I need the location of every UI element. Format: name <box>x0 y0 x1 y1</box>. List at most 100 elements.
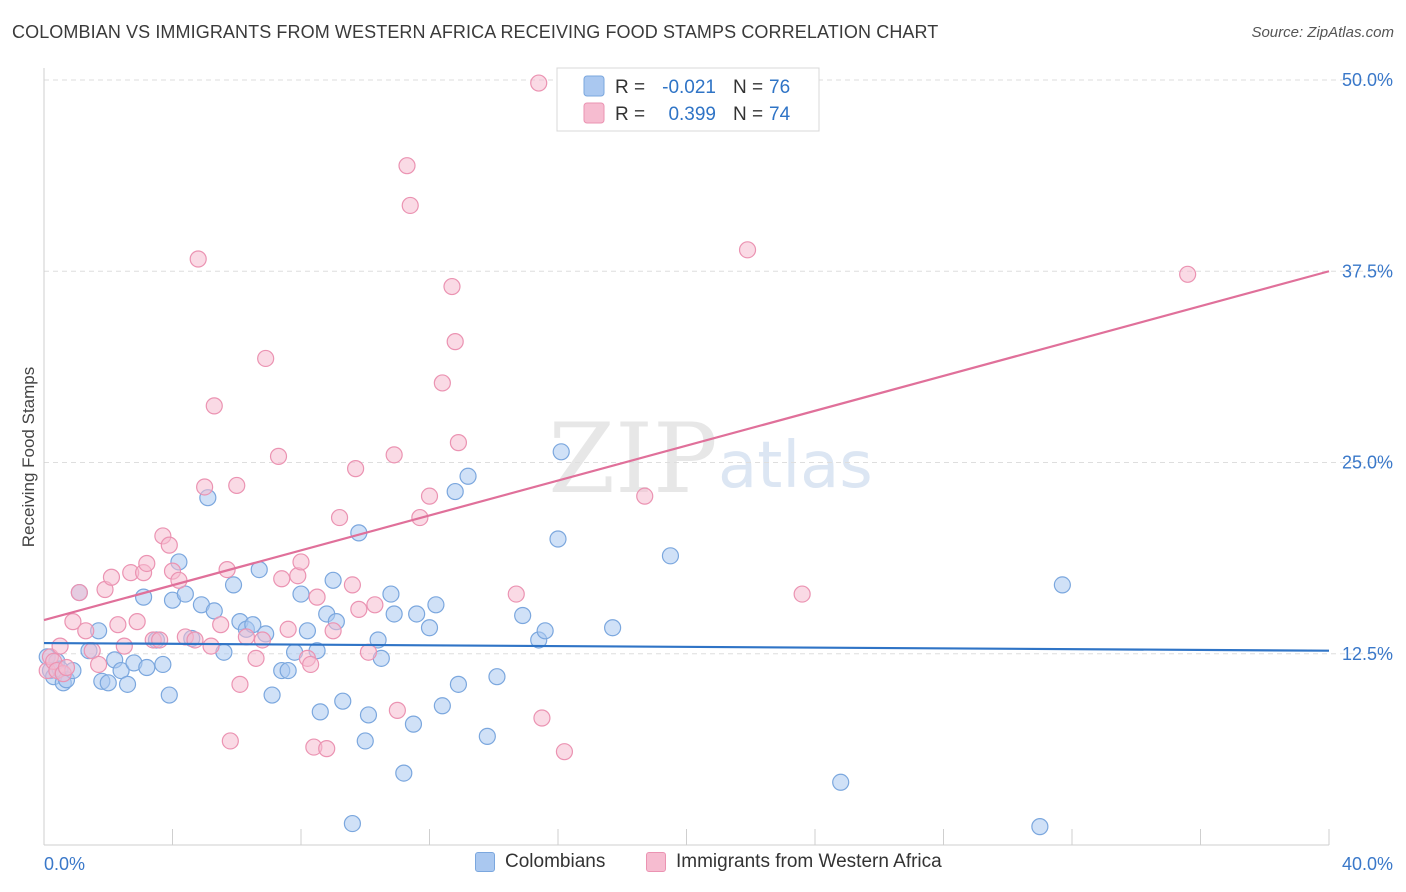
y-tick-label: 25.0% <box>1342 453 1393 473</box>
trend-lines <box>43 270 1330 652</box>
legend-label-western-africa: Immigrants from Western Africa <box>676 851 942 872</box>
point-colombians <box>536 622 554 640</box>
point-western-africa <box>77 622 95 640</box>
trend-line-western-africa <box>43 270 1330 622</box>
point-colombians <box>112 661 130 680</box>
point-colombians <box>99 674 117 692</box>
legend-r-value-2: 0.399 <box>668 104 716 125</box>
point-western-africa <box>359 643 378 661</box>
point-colombians <box>459 467 477 485</box>
point-western-africa <box>247 649 265 667</box>
point-western-africa <box>443 277 461 296</box>
point-western-africa <box>738 241 757 259</box>
y-axis-label: Receiving Food Stamps <box>19 367 38 547</box>
point-western-africa <box>318 740 336 758</box>
point-colombians <box>661 547 680 565</box>
point-colombians <box>427 596 445 614</box>
point-western-africa <box>279 620 297 638</box>
point-western-africa <box>636 487 654 505</box>
trend-line-colombians <box>43 641 1330 652</box>
point-western-africa <box>189 250 207 268</box>
point-western-africa <box>292 553 310 571</box>
point-western-africa <box>420 487 439 505</box>
point-colombians <box>395 764 413 782</box>
point-western-africa <box>231 675 249 693</box>
gridlines <box>44 79 1393 655</box>
point-western-africa <box>109 616 127 634</box>
legend-swatch-western-africa <box>646 852 666 872</box>
legend-swatch-colombians <box>475 852 495 872</box>
legend-bottom: Colombians Immigrants from Western Afric… <box>0 851 1406 879</box>
point-colombians <box>449 675 468 693</box>
point-colombians <box>488 668 506 686</box>
point-western-africa <box>324 622 342 640</box>
point-colombians <box>334 692 352 710</box>
point-western-africa <box>221 732 239 750</box>
point-colombians <box>263 686 281 704</box>
legend-swatch-blue <box>583 75 605 97</box>
point-western-africa <box>343 576 361 594</box>
point-colombians <box>420 619 439 637</box>
point-western-africa <box>57 658 76 677</box>
chart-title: COLOMBIAN VS IMMIGRANTS FROM WESTERN AFR… <box>12 22 939 42</box>
point-colombians <box>118 675 137 693</box>
point-colombians <box>832 773 850 791</box>
point-western-africa <box>70 583 88 602</box>
point-colombians <box>382 585 400 603</box>
watermark: ZIP atlas <box>548 403 872 515</box>
point-western-africa <box>64 613 82 631</box>
point-western-africa <box>308 588 326 606</box>
point-western-africa <box>1179 265 1197 283</box>
point-colombians <box>205 602 223 620</box>
point-western-africa <box>269 447 288 465</box>
point-western-africa <box>302 655 320 674</box>
legend-item-western-africa[interactable]: Immigrants from Western Africa <box>646 851 942 873</box>
point-western-africa <box>401 196 419 215</box>
point-western-africa <box>347 460 365 478</box>
point-western-africa <box>366 596 384 614</box>
y-tick-label: 50.0% <box>1342 70 1393 90</box>
point-western-africa <box>507 585 525 603</box>
point-western-africa <box>253 631 272 649</box>
point-colombians <box>356 732 374 750</box>
legend-swatch-pink <box>583 102 605 124</box>
y-tick-label: 37.5% <box>1342 261 1393 281</box>
legend-r-label-2: R = <box>615 104 645 125</box>
point-colombians <box>385 605 403 623</box>
point-western-africa <box>388 701 406 719</box>
series-western-africa-points <box>38 74 1197 761</box>
point-western-africa <box>273 570 291 588</box>
point-colombians <box>433 697 451 715</box>
watermark-atlas: atlas <box>718 429 873 503</box>
point-colombians <box>359 706 378 724</box>
point-western-africa <box>151 631 169 649</box>
legend-item-colombians[interactable]: Colombians <box>475 851 605 873</box>
point-colombians <box>604 619 622 637</box>
point-western-africa <box>90 655 108 674</box>
point-colombians <box>224 576 243 594</box>
point-western-africa <box>433 374 451 392</box>
point-colombians <box>446 482 464 501</box>
point-western-africa <box>212 616 230 634</box>
point-colombians <box>292 585 310 603</box>
point-western-africa <box>385 446 403 464</box>
point-western-africa <box>205 397 223 415</box>
point-western-africa <box>330 508 349 527</box>
point-western-africa <box>186 631 204 649</box>
point-colombians <box>408 605 426 623</box>
point-western-africa <box>202 637 220 655</box>
point-western-africa <box>793 585 811 603</box>
legend-n-value-2: 74 <box>769 104 791 125</box>
point-western-africa <box>115 637 133 655</box>
point-western-africa <box>51 637 69 655</box>
legend-label-colombians: Colombians <box>505 851 606 872</box>
legend-n-value-1: 76 <box>769 77 790 98</box>
source-credit: Source: ZipAtlas.com <box>1251 24 1394 41</box>
point-western-africa <box>257 349 275 368</box>
y-tick-labels: 12.5% 25.0% 37.5% 50.0% <box>1342 70 1393 664</box>
point-colombians <box>552 443 570 461</box>
point-colombians <box>478 727 496 745</box>
x-tick-label-min: 0.0% <box>44 854 85 874</box>
point-colombians <box>311 703 329 721</box>
point-western-africa <box>449 434 468 452</box>
